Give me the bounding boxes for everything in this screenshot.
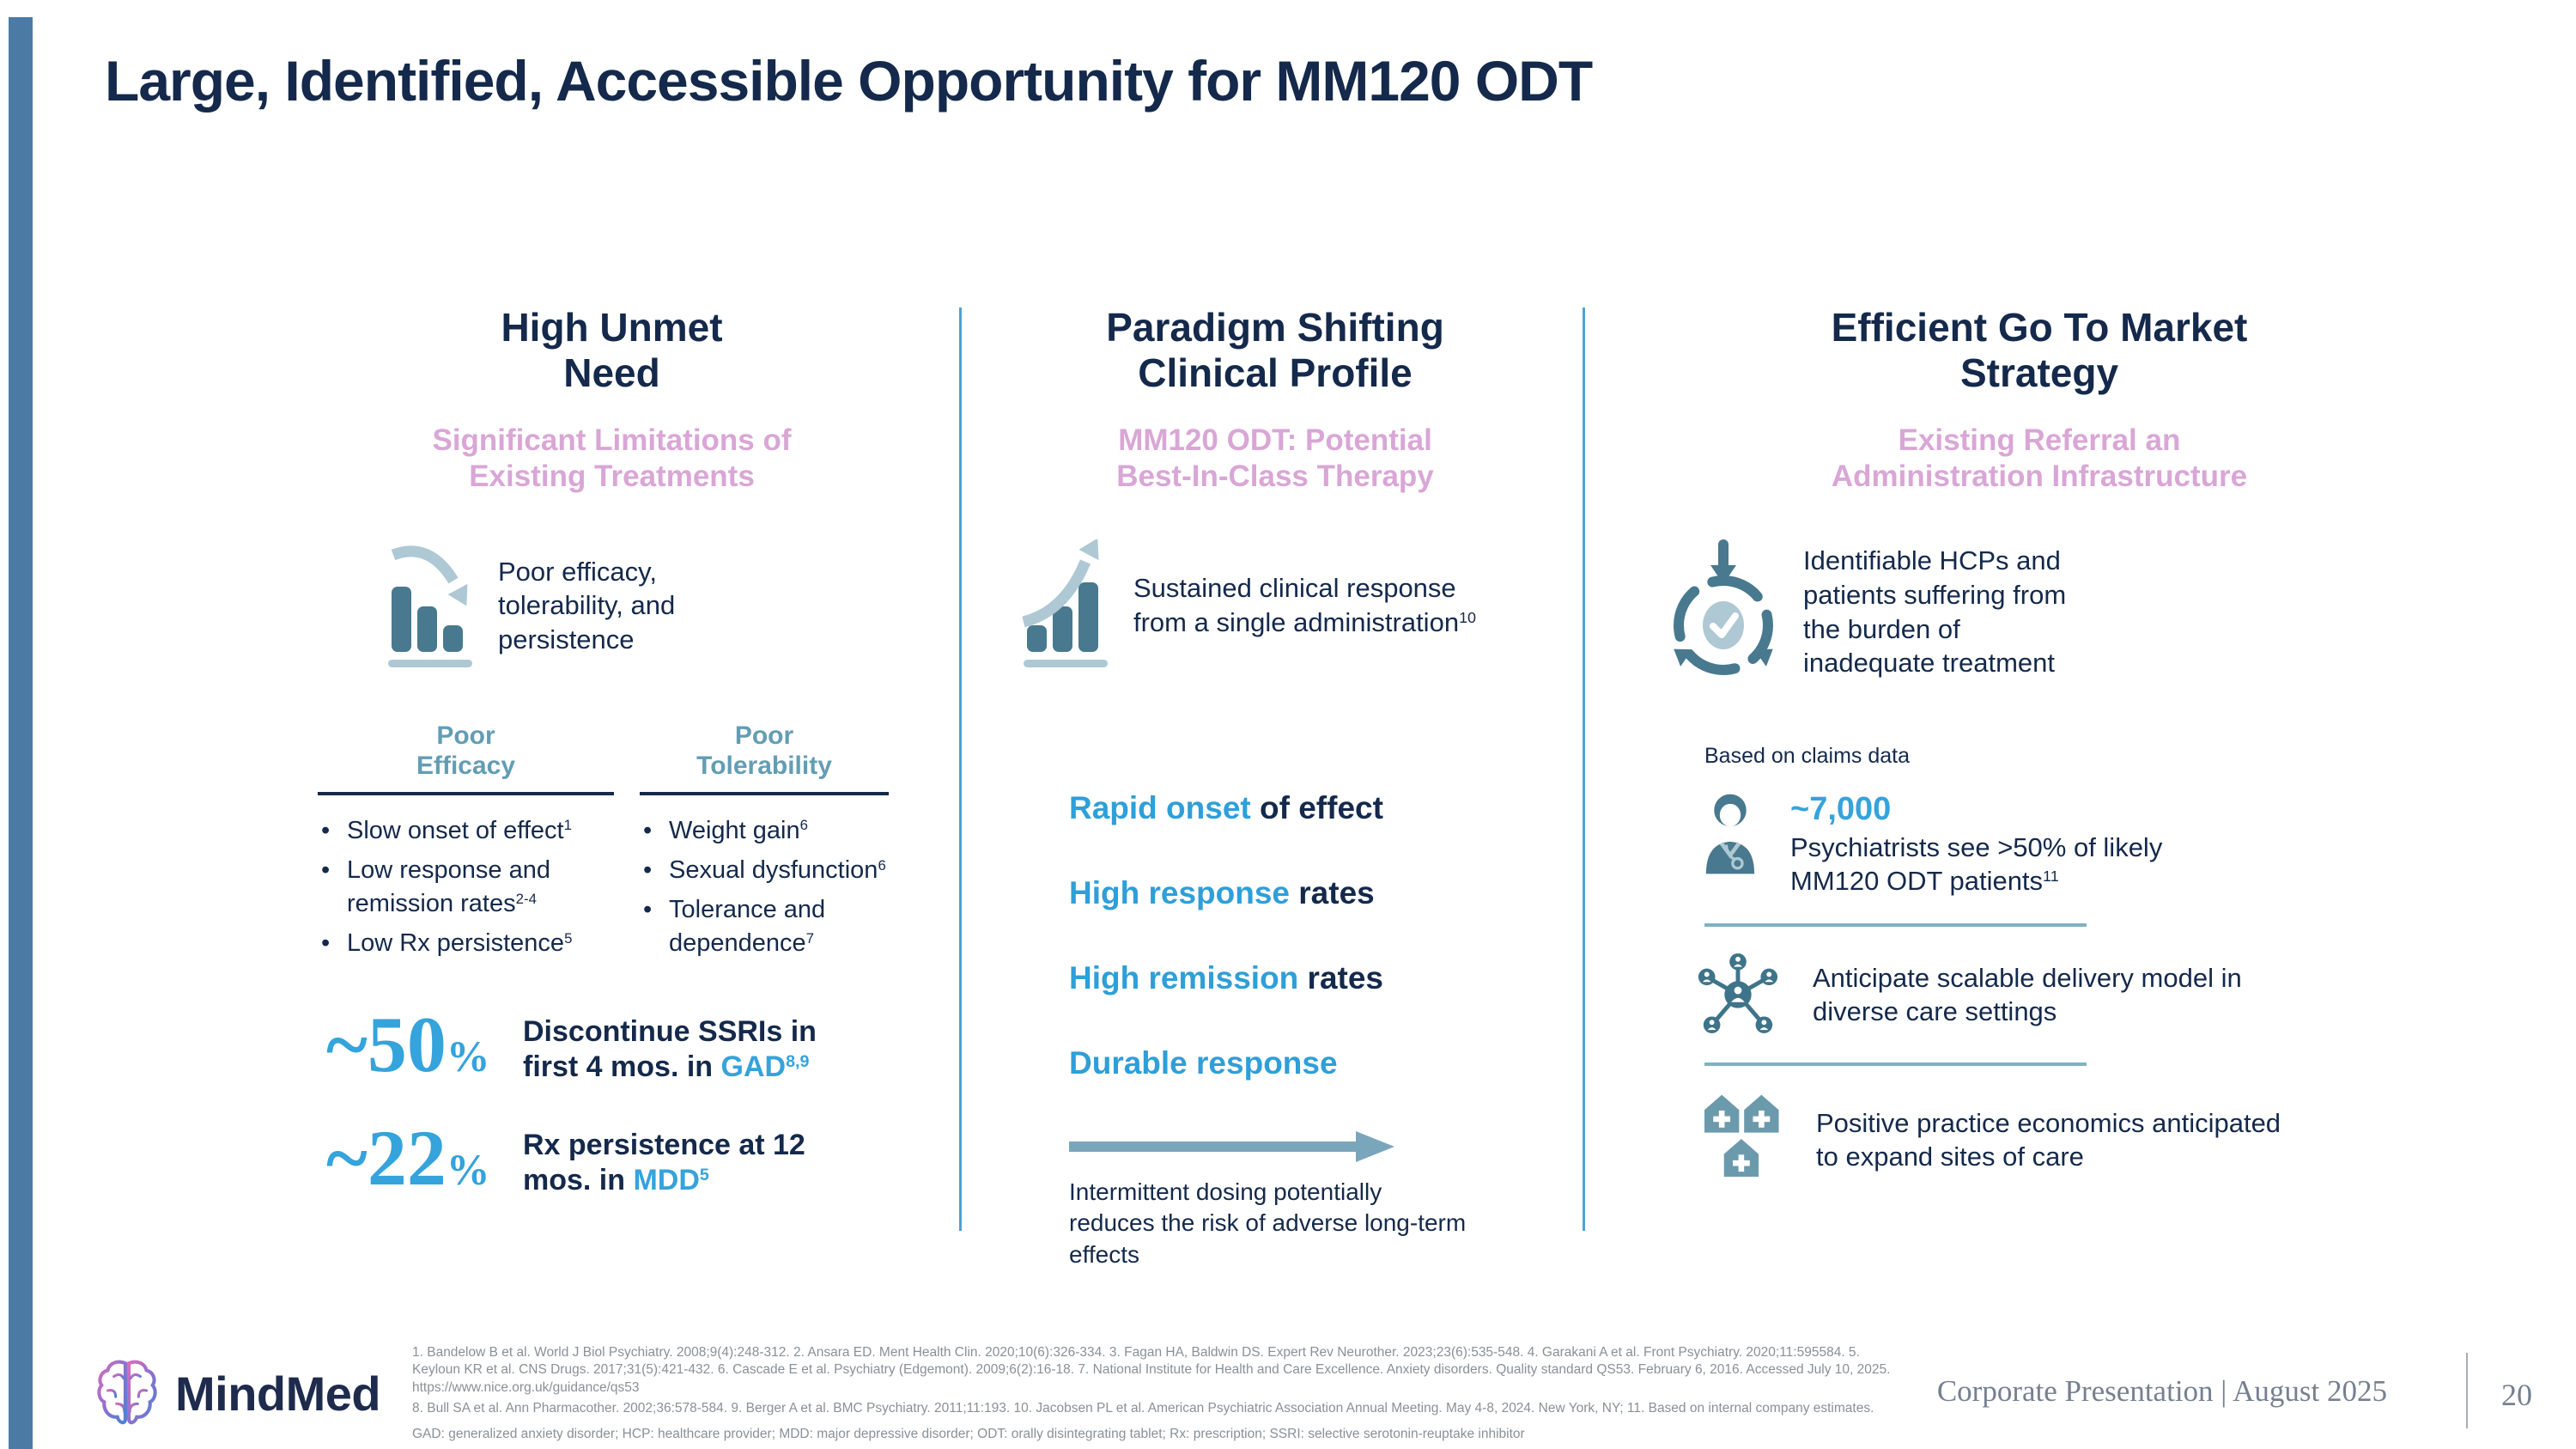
benefit-list: Rapid onset of effect High response rate… — [1069, 790, 1558, 1081]
benefit-high-remission: High remission rates — [1069, 960, 1384, 996]
reference-superscript: 11 — [2043, 868, 2059, 886]
reference-superscript: 7 — [805, 929, 815, 947]
table-rule — [640, 791, 889, 795]
poor-efficacy-header: Poor Efficacy — [416, 721, 516, 780]
page-number: 20 — [2501, 1378, 2532, 1412]
stat-ssri-discontinuation: ~50% Discontinue SSRIs in first 4 mos. i… — [326, 1001, 932, 1089]
column-divider-2 — [1583, 307, 1585, 1231]
delivery-model-text: Anticipate scalable delivery model in di… — [1813, 963, 2242, 1027]
psychiatrists-text: ~7,000 Psychiatrists see >50% of likely … — [1790, 791, 2237, 898]
claims-data-label: Based on claims data — [1704, 744, 1911, 769]
benefit-durable-response: Durable response — [1069, 1045, 1338, 1081]
psychiatrists-count: ~7,000 — [1790, 791, 1892, 828]
column2-title: Paradigm Shifting Clinical Profile — [1106, 305, 1444, 396]
delivery-model-row: Anticipate scalable delivery model in di… — [1696, 951, 2447, 1035]
list-item: Tolerance and dependence7 — [640, 893, 889, 960]
reference-superscript: 8,9 — [786, 1052, 810, 1072]
list-item: Low response and remission rates2-4 — [318, 854, 614, 921]
references: 1. Bandelow B et al. World J Biol Psychi… — [412, 1344, 1906, 1446]
column-go-to-market: Efficient Go To Market Strategy Existing… — [1631, 305, 2447, 1182]
column2-summary: Sustained clinical response from a singl… — [1022, 537, 1558, 674]
poor-efficacy-list: Slow onset of effect1 Low response and r… — [318, 814, 614, 961]
psychiatrists-description: Psychiatrists see >50% of likely MM120 O… — [1790, 831, 2163, 897]
limitations-table: Poor Efficacy Slow onset of effect1 Low … — [318, 721, 932, 966]
references-1-7: 1. Bandelow B et al. World J Biol Psychi… — [412, 1345, 1891, 1395]
stat-description: Rx persistence at 12 mos. in MDD5 — [523, 1128, 805, 1196]
stat-rx-persistence: ~22% Rx persistence at 12 mos. in MDD5 — [326, 1113, 932, 1202]
list-item: Weight gain6 — [640, 814, 889, 848]
column3-summary: Identifiable HCPs and patients suffering… — [1666, 537, 2447, 687]
references-8-11: 8. Bull SA et al. Ann Pharmacother. 2002… — [412, 1401, 1874, 1416]
column1-subtitle: Significant Limitations of Existing Trea… — [432, 423, 792, 494]
left-accent-bar — [9, 17, 33, 1449]
rising-bar-chart-icon — [1022, 539, 1108, 667]
column-clinical-profile: Paradigm Shifting Clinical Profile MM120… — [992, 305, 1558, 1270]
reference-superscript: 6 — [878, 856, 886, 874]
poor-tolerability-list: Weight gain6 Sexual dysfunction6 Toleran… — [640, 814, 889, 961]
percent-sign: % — [446, 1145, 490, 1194]
reference-superscript: 5 — [564, 929, 573, 947]
poor-efficacy-cell: Poor Efficacy Slow onset of effect1 Low … — [318, 721, 614, 966]
reference-superscript: 2-4 — [515, 890, 537, 907]
stat-value: ~22% — [326, 1113, 490, 1202]
psychiatrists-row: ~7,000 Psychiatrists see >50% of likely … — [1704, 791, 2447, 898]
stat-value: ~50% — [326, 1001, 490, 1089]
row-divider — [1704, 1062, 2087, 1067]
percent-sign: % — [446, 1032, 490, 1081]
column-divider-1 — [959, 307, 962, 1231]
list-item: Low Rx persistence5 — [318, 927, 614, 960]
female-doctor-icon — [1705, 794, 1755, 874]
column3-icon-caption: Identifiable HCPs and patients suffering… — [1803, 545, 2067, 679]
reference-superscript: 1 — [563, 817, 572, 834]
slide-title: Large, Identified, Accessible Opportunit… — [105, 49, 1593, 113]
key-stats: ~50% Discontinue SSRIs in first 4 mos. i… — [326, 1001, 932, 1202]
column3-subtitle: Existing Referral an Administration Infr… — [1831, 423, 2248, 494]
clinic-buildings-icon — [1704, 1094, 1779, 1178]
reference-superscript: 10 — [1459, 609, 1477, 627]
benefit-high-response: High response rates — [1069, 875, 1375, 911]
list-item: Slow onset of effect1 — [318, 814, 614, 848]
practice-economics-row: Positive practice economics anticipated … — [1704, 1093, 2447, 1182]
intermittent-dosing-note: Intermittent dosing potentially reduces … — [1069, 1178, 1467, 1268]
presentation-label: Corporate Presentation | August 2025 — [1936, 1374, 2387, 1408]
target-check-icon — [1674, 539, 1773, 675]
column-high-unmet-need: High Unmet Need Significant Limitations … — [292, 305, 932, 1197]
declining-bar-chart-icon — [388, 545, 472, 667]
list-item: Sexual dysfunction6 — [640, 854, 889, 887]
right-arrow-icon — [1069, 1131, 1394, 1163]
reference-superscript: 5 — [699, 1165, 709, 1184]
row-divider — [1704, 923, 2087, 928]
practice-economics-text: Positive practice economics anticipated … — [1816, 1107, 2281, 1172]
benefit-rapid-onset: Rapid onset of effect — [1069, 790, 1383, 826]
condition-highlight: MDD — [633, 1163, 700, 1196]
brain-logo-icon — [97, 1360, 157, 1425]
column1-title: High Unmet Need — [501, 305, 723, 396]
poor-tolerability-header: Poor Tolerability — [696, 721, 832, 780]
abbreviations: GAD: generalized anxiety disorder; HCP: … — [412, 1426, 1525, 1441]
stat-description: Discontinue SSRIs in first 4 mos. in GAD… — [523, 1015, 817, 1084]
reference-superscript: 6 — [799, 817, 808, 834]
brand-wordmark: MindMed — [175, 1367, 381, 1421]
column2-subtitle: MM120 ODT: Potential Best-In-Class Thera… — [1116, 423, 1434, 494]
condition-highlight: GAD — [720, 1050, 787, 1084]
column2-icon-caption: Sustained clinical response from a singl… — [1133, 573, 1477, 638]
column3-title: Efficient Go To Market Strategy — [1831, 305, 2248, 396]
table-rule — [318, 791, 614, 795]
column1-icon-caption: Poor efficacy, tolerability, and persist… — [498, 556, 676, 654]
poor-tolerability-cell: Poor Tolerability Weight gain6 Sexual dy… — [640, 721, 889, 966]
page-number-divider — [2466, 1353, 2468, 1428]
column1-summary: Poor efficacy, tolerability, and persist… — [386, 537, 932, 674]
network-people-icon — [1698, 953, 1778, 1034]
